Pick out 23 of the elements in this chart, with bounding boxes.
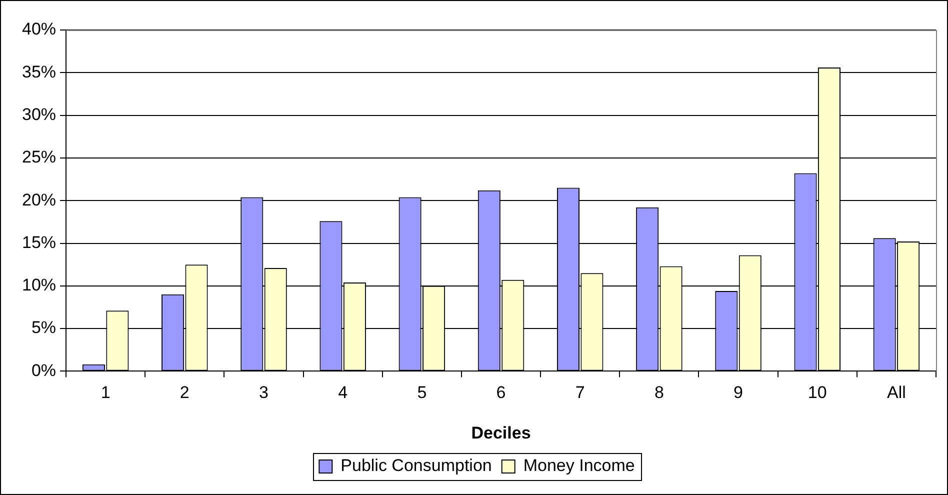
y-tick-label: 5% — [31, 318, 56, 338]
legend-label: Money Income — [523, 456, 635, 476]
legend-label: Public Consumption — [340, 456, 492, 476]
x-axis-title: Deciles — [471, 423, 531, 442]
x-tick-label: 1 — [100, 383, 110, 402]
y-tick-label: 10% — [22, 276, 56, 295]
y-tick-label: 20% — [22, 190, 56, 210]
x-tick-label: 5 — [417, 383, 427, 402]
y-tick-label: 0% — [31, 360, 56, 380]
x-tick-label: 8 — [654, 383, 664, 402]
x-tick-label: 3 — [259, 383, 268, 402]
x-tick-label: 10 — [808, 383, 827, 402]
x-tick-label: 2 — [180, 383, 190, 402]
x-tick-label: 4 — [338, 383, 348, 402]
x-tick-label: All — [887, 383, 906, 402]
x-tick-label: 7 — [575, 383, 585, 402]
y-tick-label: 30% — [22, 104, 56, 124]
y-tick-label: 15% — [22, 232, 56, 252]
y-tick-label: 40% — [22, 20, 56, 39]
x-tick-label: 6 — [496, 383, 506, 402]
y-tick-label: 35% — [22, 62, 56, 82]
x-tick-label: 9 — [734, 383, 744, 402]
y-tick-label: 25% — [22, 148, 56, 167]
